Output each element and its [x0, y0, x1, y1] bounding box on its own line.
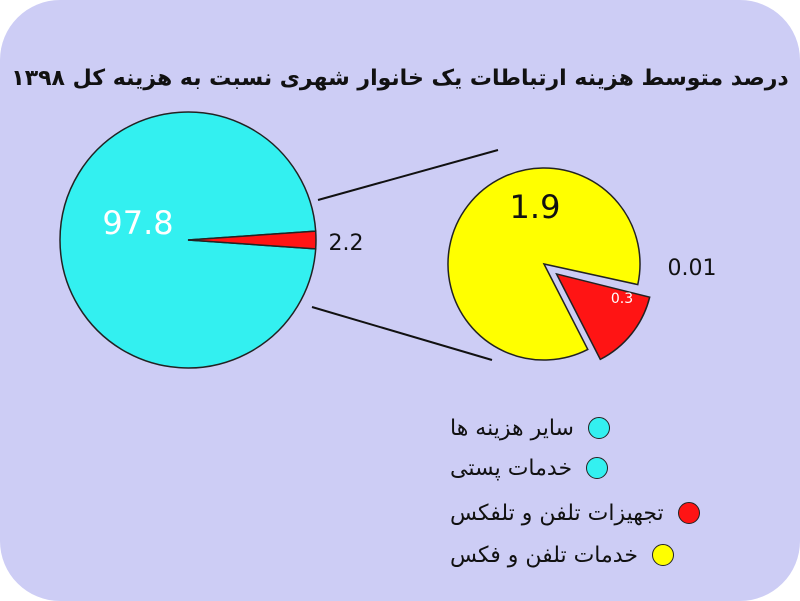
- pie-slice-other-costs: [59, 111, 317, 369]
- data-label-0-3: 0.3: [611, 291, 633, 307]
- data-label-97-8: 97.8: [102, 204, 173, 242]
- legend-label: سایر هزینه ها: [450, 415, 574, 441]
- chart-title: درصد متوسط هزینه ارتباطات یک خانوار شهری…: [11, 66, 789, 91]
- pie-slice-communications: [187, 230, 317, 250]
- data-label-0-01: 0.01: [668, 256, 717, 281]
- legend-item-phone-services: خدمات تلفن و فکس: [450, 538, 750, 572]
- legend-label: تجهیزات تلفن و تلفکس: [450, 500, 664, 526]
- data-label-1-9: 1.9: [510, 188, 561, 226]
- data-label-2-2: 2.2: [329, 231, 364, 256]
- legend-swatch: [651, 544, 674, 566]
- legend-swatch: [588, 417, 610, 439]
- legend-label: خدمات پستی: [450, 455, 573, 481]
- connector-line-bottom: [311, 306, 493, 361]
- legend-item-phone-equipment: تجهیزات تلفن و تلفکس: [450, 496, 750, 530]
- pie-slice-phone-services: [447, 167, 641, 361]
- legend-swatch: [586, 457, 609, 479]
- legend-label: خدمات تلفن و فکس: [450, 542, 638, 568]
- pie-slice-phone-equipment: [555, 272, 651, 361]
- connector-line-top: [317, 149, 499, 201]
- legend-item-postal: خدمات پستی: [450, 451, 750, 485]
- legend-swatch: [677, 502, 700, 524]
- legend-item-other: سایر هزینه ها: [450, 411, 750, 445]
